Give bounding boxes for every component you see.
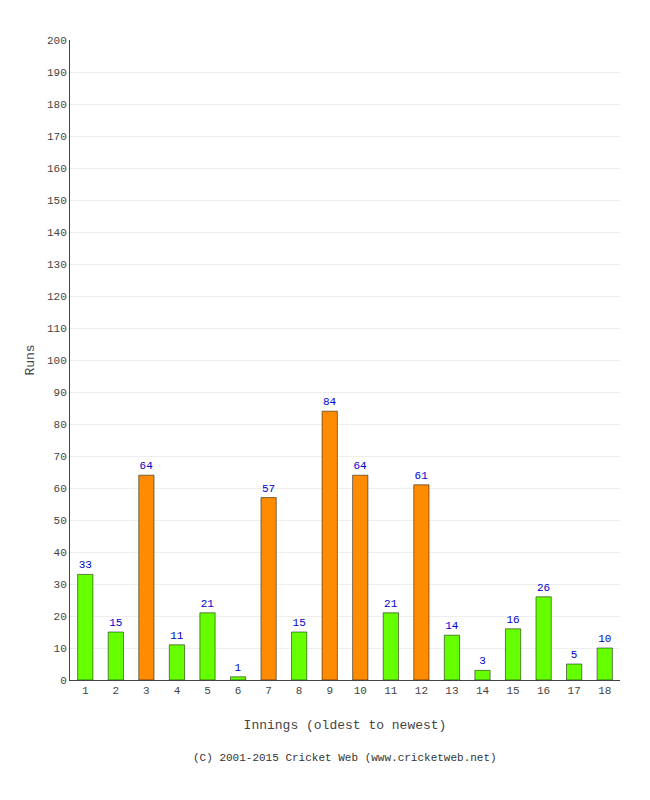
svg-text:200: 200 — [47, 35, 67, 47]
svg-text:30: 30 — [54, 579, 67, 591]
svg-text:3: 3 — [479, 655, 486, 667]
svg-text:10: 10 — [598, 633, 611, 645]
svg-text:16: 16 — [537, 685, 550, 697]
svg-text:21: 21 — [384, 598, 398, 610]
svg-text:18: 18 — [598, 685, 611, 697]
svg-text:5: 5 — [571, 649, 578, 661]
svg-text:(C) 2001-2015 Cricket Web (www: (C) 2001-2015 Cricket Web (www.cricketwe… — [193, 752, 497, 764]
svg-text:8: 8 — [296, 685, 303, 697]
svg-text:17: 17 — [568, 685, 581, 697]
svg-text:9: 9 — [326, 685, 333, 697]
svg-text:180: 180 — [47, 99, 67, 111]
svg-text:1: 1 — [235, 662, 242, 674]
svg-text:16: 16 — [506, 614, 519, 626]
svg-text:14: 14 — [445, 620, 459, 632]
svg-text:64: 64 — [140, 460, 154, 472]
svg-text:Runs: Runs — [23, 344, 38, 375]
svg-text:2: 2 — [113, 685, 120, 697]
svg-text:170: 170 — [47, 131, 67, 143]
svg-text:12: 12 — [415, 685, 428, 697]
svg-text:11: 11 — [384, 685, 398, 697]
svg-text:33: 33 — [79, 559, 92, 571]
svg-text:13: 13 — [445, 685, 458, 697]
svg-text:57: 57 — [262, 483, 275, 495]
svg-text:70: 70 — [54, 451, 67, 463]
svg-text:100: 100 — [47, 355, 67, 367]
svg-text:50: 50 — [54, 515, 67, 527]
svg-text:10: 10 — [54, 643, 67, 655]
svg-text:7: 7 — [265, 685, 272, 697]
svg-text:40: 40 — [54, 547, 67, 559]
svg-text:190: 190 — [47, 67, 67, 79]
svg-text:15: 15 — [109, 617, 122, 629]
svg-text:64: 64 — [353, 460, 367, 472]
svg-text:3: 3 — [143, 685, 150, 697]
svg-text:15: 15 — [293, 617, 306, 629]
svg-text:0: 0 — [60, 675, 67, 687]
svg-text:6: 6 — [235, 685, 242, 697]
svg-text:1: 1 — [82, 685, 89, 697]
svg-text:20: 20 — [54, 611, 67, 623]
svg-text:11: 11 — [170, 630, 184, 642]
svg-text:Innings (oldest to newest): Innings (oldest to newest) — [244, 718, 447, 733]
svg-text:26: 26 — [537, 582, 550, 594]
svg-text:140: 140 — [47, 227, 67, 239]
svg-text:130: 130 — [47, 259, 67, 271]
svg-text:84: 84 — [323, 396, 337, 408]
svg-text:4: 4 — [174, 685, 181, 697]
svg-text:150: 150 — [47, 195, 67, 207]
svg-text:61: 61 — [415, 470, 429, 482]
svg-text:80: 80 — [54, 419, 67, 431]
svg-text:160: 160 — [47, 163, 67, 175]
svg-text:15: 15 — [506, 685, 519, 697]
svg-text:60: 60 — [54, 483, 67, 495]
svg-text:21: 21 — [201, 598, 215, 610]
svg-text:90: 90 — [54, 387, 67, 399]
svg-text:110: 110 — [47, 323, 67, 335]
svg-text:10: 10 — [354, 685, 367, 697]
svg-text:120: 120 — [47, 291, 67, 303]
svg-text:5: 5 — [204, 685, 211, 697]
svg-text:14: 14 — [476, 685, 490, 697]
